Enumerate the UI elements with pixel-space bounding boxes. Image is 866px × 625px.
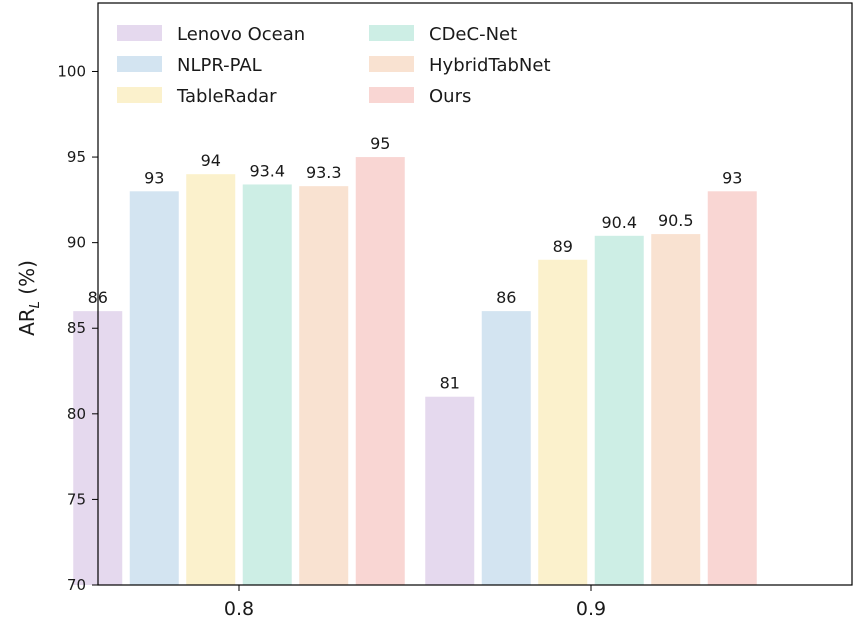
plot-frame xyxy=(97,2,853,586)
data-label: 90.4 xyxy=(601,213,637,232)
legend: Lenovo Ocean NLPR-PAL TableRadar CDeC-Net Hy… xyxy=(117,24,551,107)
y-axis-label-suffix: (%) xyxy=(15,260,39,301)
data-label: 93.4 xyxy=(249,161,285,180)
legend-swatch xyxy=(117,25,162,41)
legend-label: HybridTabNet xyxy=(429,55,551,76)
y-tick-label: 75 xyxy=(67,490,86,508)
bar xyxy=(186,174,236,585)
y-tick-label: 90 xyxy=(67,234,86,252)
data-label: 89 xyxy=(553,237,573,256)
legend-label: CDeC-Net xyxy=(429,24,517,45)
bar xyxy=(425,396,475,585)
bar xyxy=(651,234,701,585)
data-label: 90.5 xyxy=(658,211,694,230)
bar xyxy=(129,191,179,586)
y-tick-label: 95 xyxy=(67,148,86,166)
bars-group xyxy=(73,157,757,586)
legend-label: TableRadar xyxy=(176,86,277,107)
bar xyxy=(538,259,588,585)
bar xyxy=(481,311,531,585)
x-axis: 0.8 0.9 xyxy=(224,585,606,620)
bar xyxy=(242,184,292,585)
data-label: 86 xyxy=(496,288,516,307)
legend-swatch xyxy=(369,56,414,72)
legend-swatch xyxy=(117,87,162,103)
legend-label: Lenovo Ocean xyxy=(177,24,305,45)
legend-swatch xyxy=(369,87,414,103)
data-label: 81 xyxy=(440,374,460,393)
data-label: 93 xyxy=(722,168,742,187)
data-label: 95 xyxy=(370,134,390,153)
bar xyxy=(355,157,405,585)
data-label: 94 xyxy=(201,151,221,170)
legend-swatch xyxy=(117,56,162,72)
bar xyxy=(594,235,644,586)
y-axis-label-main: AR xyxy=(15,308,39,336)
x-tick-label: 0.8 xyxy=(224,598,254,620)
bar xyxy=(299,186,349,585)
y-axis-label: ARL (%) xyxy=(15,260,43,336)
y-tick-label: 70 xyxy=(67,576,86,594)
y-tick-label: 100 xyxy=(57,62,86,80)
legend-label: NLPR-PAL xyxy=(177,55,262,76)
x-tick-label: 0.9 xyxy=(576,598,606,620)
legend-label: Ours xyxy=(429,86,471,107)
y-axis-label-subscript: L xyxy=(28,301,43,308)
y-tick-label: 85 xyxy=(67,319,86,337)
data-label: 93 xyxy=(144,168,164,187)
y-tick-label: 80 xyxy=(67,405,86,423)
data-label: 93.3 xyxy=(306,163,342,182)
y-axis: 70 75 80 85 90 95 100 xyxy=(57,62,98,594)
bar xyxy=(707,191,757,586)
legend-swatch xyxy=(369,25,414,41)
